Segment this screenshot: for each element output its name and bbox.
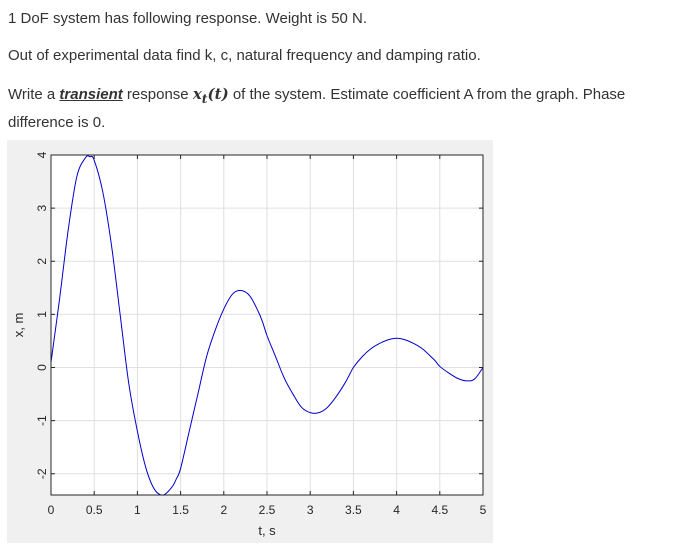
- question-line-1: 1 DoF system has following response. Wei…: [8, 10, 368, 27]
- question-line-2: Out of experimental data find k, c, natu…: [8, 47, 481, 64]
- x-tick-label: 0.5: [86, 503, 103, 517]
- x-tick-labels: 0 0.5 1 1.5 2 2.5 3 3.5 4 4.5 5: [48, 503, 487, 517]
- x-tick-label: 5: [480, 503, 487, 517]
- x-tick-label: 0: [48, 503, 55, 517]
- plot-frame: [50, 154, 484, 496]
- response-chart: 0 0.5 1 1.5 2 2.5 3 3.5 4 4.5 5 4 3 2 1 0 -1 -2 t, s x, …: [11, 151, 487, 538]
- math-argument: (t): [207, 85, 229, 103]
- y-axis-label: x, m: [11, 313, 26, 338]
- x-axis-label: t, s: [258, 523, 276, 538]
- math-symbol-x: xt(t): [192, 85, 229, 106]
- x-tick-label: 2: [220, 503, 227, 517]
- math-x: x: [192, 85, 202, 103]
- x-tick-label: 1.5: [172, 503, 189, 517]
- y-tick-label: 2: [35, 258, 49, 265]
- x-tick-label: 4.5: [431, 503, 448, 517]
- x-tick-label: 2.5: [259, 503, 276, 517]
- series-line-0: [50, 155, 484, 496]
- y-tick-label: 4: [35, 151, 49, 158]
- question-line-3-middle: response: [122, 86, 193, 103]
- y-tick-label: -2: [35, 468, 49, 479]
- y-tick-labels: 4 3 2 1 0 -1 -2: [35, 151, 49, 479]
- y-tick-label: 1: [35, 311, 49, 318]
- y-tick-label: 0: [35, 364, 49, 371]
- chart-figure: 0 0.5 1 1.5 2 2.5 3 3.5 4 4.5 5 4 3 2 1 0 -1 -2 t, s x, …: [7, 140, 493, 543]
- plot-lines: [50, 155, 484, 496]
- question-line-3: Write a transient response xt(t) of the …: [8, 82, 673, 135]
- math-x-subscript: t: [201, 91, 208, 106]
- y-tick-label: 3: [35, 204, 49, 211]
- transient-emphasis: transient: [59, 86, 123, 103]
- x-tick-label: 4: [393, 503, 400, 517]
- y-tick-label: -1: [35, 415, 49, 426]
- x-tick-label: 3.5: [345, 503, 362, 517]
- x-tick-label: 1: [134, 503, 141, 517]
- question-line-3-start: Write a: [8, 86, 60, 103]
- question-line-3-end: of the system. Estimate coefficient A fr…: [8, 86, 626, 131]
- x-tick-label: 3: [307, 503, 314, 517]
